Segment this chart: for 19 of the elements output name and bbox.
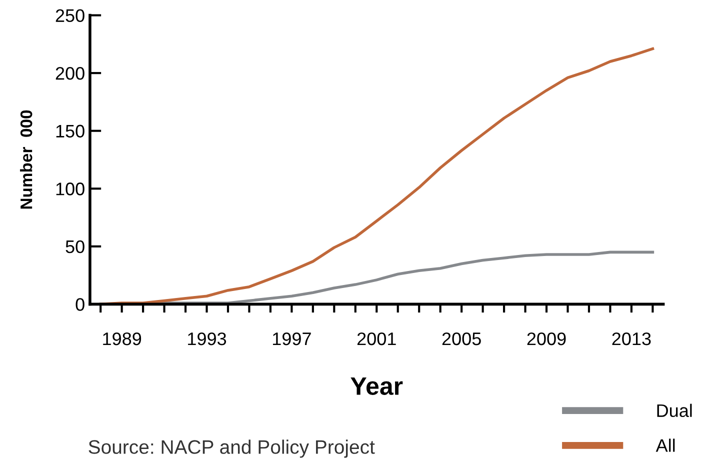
x-tick-label: 2009 xyxy=(527,332,566,346)
y-axis-title: Number 000 xyxy=(20,110,32,209)
y-tick-label: 100 xyxy=(56,182,84,196)
x-tick-label: 1989 xyxy=(103,332,142,346)
x-tick-label: 2005 xyxy=(442,332,481,346)
x-tick-label: 2001 xyxy=(357,332,396,346)
x-axis-title: Year xyxy=(350,377,403,395)
y-tick-label: 0 xyxy=(76,298,84,311)
y-tick-label: 150 xyxy=(56,124,84,138)
legend-label: All xyxy=(656,438,675,452)
x-tick-label: 1993 xyxy=(188,332,226,346)
line-series xyxy=(99,47,654,304)
y-tick-label: 250 xyxy=(56,9,84,22)
legend-label: Dual xyxy=(657,404,692,418)
y-tick-label: 50 xyxy=(66,240,84,254)
x-tick-label: 1997 xyxy=(272,332,311,346)
y-tick-label: 200 xyxy=(56,66,84,80)
x-tick-label: 2013 xyxy=(612,332,651,346)
source-note: Source: NACP and Policy Project xyxy=(88,440,375,458)
